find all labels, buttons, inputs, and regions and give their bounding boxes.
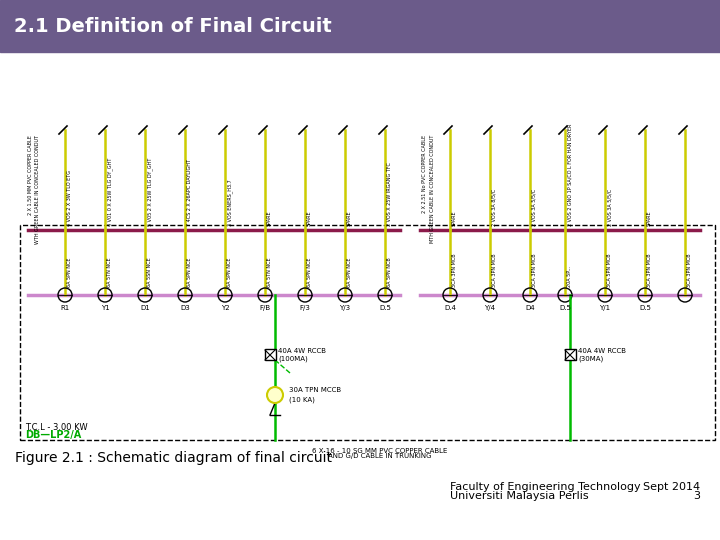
Text: D4: D4: [525, 305, 535, 311]
Text: Sept 2014: Sept 2014: [643, 482, 700, 492]
Bar: [20, 225, 715, 440]
Text: 6A 5PN NCE: 6A 5PN NCE: [307, 258, 312, 287]
Text: D.5: D.5: [639, 305, 651, 311]
Text: 6A 5PN NCE: 6A 5PN NCE: [187, 258, 192, 287]
Text: 6A 5TN NCE: 6A 5TN NCE: [107, 258, 112, 287]
Text: 40A 4W RCCB: 40A 4W RCCB: [278, 348, 326, 354]
Text: (10 KA): (10 KA): [289, 397, 315, 403]
Text: D1: D1: [140, 305, 150, 311]
Text: 2 VOS 3A 8/5/C: 2 VOS 3A 8/5/C: [492, 189, 497, 226]
Text: SPARE: SPARE: [307, 211, 312, 226]
Text: 2 X 2.51 No PVC COPPER CABLE: 2 X 2.51 No PVC COPPER CABLE: [422, 135, 427, 213]
Text: SPARE: SPARE: [647, 211, 652, 226]
Text: Figure 2.1 : Schematic diagram of final circuit: Figure 2.1 : Schematic diagram of final …: [15, 451, 332, 465]
Text: Faculty of Engineering Technology: Faculty of Engineering Technology: [450, 482, 641, 492]
Text: 3CA 5PN MCB: 3CA 5PN MCB: [607, 253, 612, 287]
Text: 4 V01 0 X 25W TLG DY_GHT: 4 V01 0 X 25W TLG DY_GHT: [107, 158, 113, 226]
Text: 2 VOS 3A 5/5/C: 2 VOS 3A 5/5/C: [607, 189, 612, 226]
Text: Y/1: Y/1: [600, 305, 611, 311]
Bar: [565, 349, 576, 360]
Text: 3CA 3PN MCB: 3CA 3PN MCB: [452, 253, 457, 287]
Text: DB—LP2/A: DB—LP2/A: [25, 430, 81, 440]
Text: 6A 5SN NCE: 6A 5SN NCE: [147, 257, 152, 287]
Text: AND G/D CABLE IN TRUNKING: AND G/D CABLE IN TRUNKING: [328, 453, 432, 459]
Text: 3CA 3PN MCB: 3CA 3PN MCB: [492, 253, 497, 287]
Text: R1: R1: [60, 305, 70, 311]
Text: 30A TPN MCCB: 30A TPN MCCB: [289, 387, 341, 393]
Text: F/B: F/B: [259, 305, 271, 311]
Text: MTH GREEN CABLE IN CONCEALED CONDUT: MTH GREEN CABLE IN CONCEALED CONDUT: [430, 135, 435, 244]
Text: D.5: D.5: [559, 305, 571, 311]
Text: 2 VOS X 25W IRGANG TFC: 2 VOS X 25W IRGANG TFC: [387, 162, 392, 226]
Text: Y1: Y1: [101, 305, 109, 311]
Text: Y/3: Y/3: [339, 305, 351, 311]
Text: 7 4CS 2 X 26APC DAYLIGHT: 7 4CS 2 X 26APC DAYLIGHT: [187, 159, 192, 226]
Text: 3CA 3PN MCB: 3CA 3PN MCB: [687, 253, 692, 287]
Text: T.C.L - 3.00 KW: T.C.L - 3.00 KW: [25, 423, 88, 432]
Text: 6 X 16 - 10 SG MM PVC COPPER CABLE: 6 X 16 - 10 SG MM PVC COPPER CABLE: [312, 448, 448, 454]
Text: F/3: F/3: [300, 305, 310, 311]
Text: 2 X 1.50 MM PVC COPPER CABLE: 2 X 1.50 MM PVC COPPER CABLE: [28, 135, 33, 215]
Text: 6A 5PN NCE: 6A 5PN NCE: [347, 258, 352, 287]
Text: (100MA): (100MA): [278, 356, 307, 362]
Text: 5 V05 2 X 25W TLG DY_GHT: 5 V05 2 X 25W TLG DY_GHT: [147, 158, 153, 226]
Text: 4 VOS 2 X 3W TLO ETG: 4 VOS 2 X 3W TLO ETG: [67, 170, 72, 226]
Text: SPARE: SPARE: [267, 211, 272, 226]
Text: SPARE: SPARE: [452, 211, 457, 226]
Text: Y2: Y2: [221, 305, 229, 311]
Bar: [265, 349, 276, 360]
Text: Universiti Malaysia Perlis: Universiti Malaysia Perlis: [450, 491, 589, 501]
Text: D.4: D.4: [444, 305, 456, 311]
Text: 3CA 3PN MCB: 3CA 3PN MCB: [647, 253, 652, 287]
Text: 3CA 3PN MCB: 3CA 3PN MCB: [532, 253, 537, 287]
Text: D.5: D.5: [379, 305, 391, 311]
Text: Y/4: Y/4: [485, 305, 495, 311]
Text: 6A 5PN NCB: 6A 5PN NCB: [387, 257, 392, 287]
Text: SPARE: SPARE: [347, 211, 352, 226]
Text: 2.1 Definition of Final Circuit: 2.1 Definition of Final Circuit: [14, 17, 332, 36]
Text: (30MA): (30MA): [578, 356, 603, 362]
Text: 6A 5PN NCE: 6A 5PN NCE: [67, 258, 72, 287]
Text: 20A 5P...: 20A 5P...: [567, 266, 572, 287]
Text: 40A 4W RCCB: 40A 4W RCCB: [578, 348, 626, 354]
Circle shape: [267, 387, 283, 403]
Text: WTH GREEN CABLE IN CONCEALED CONDUT: WTH GREEN CABLE IN CONCEALED CONDUT: [35, 135, 40, 244]
Text: 3: 3: [693, 491, 700, 501]
Text: 2 VOS 3A 5/5/C: 2 VOS 3A 5/5/C: [532, 189, 537, 226]
Bar: [0, 0, 720, 52]
Text: 3 VOS ENERS_H3.7: 3 VOS ENERS_H3.7: [227, 179, 233, 226]
Text: 6A 5TN NCE: 6A 5TN NCE: [267, 258, 272, 287]
Text: D3: D3: [180, 305, 190, 311]
Text: 2 VOS 2 GNO 1P SA/CO L FOR HAN DRYER: 2 VOS 2 GNO 1P SA/CO L FOR HAN DRYER: [567, 124, 572, 226]
Text: 6A 5PN NCE: 6A 5PN NCE: [227, 258, 232, 287]
